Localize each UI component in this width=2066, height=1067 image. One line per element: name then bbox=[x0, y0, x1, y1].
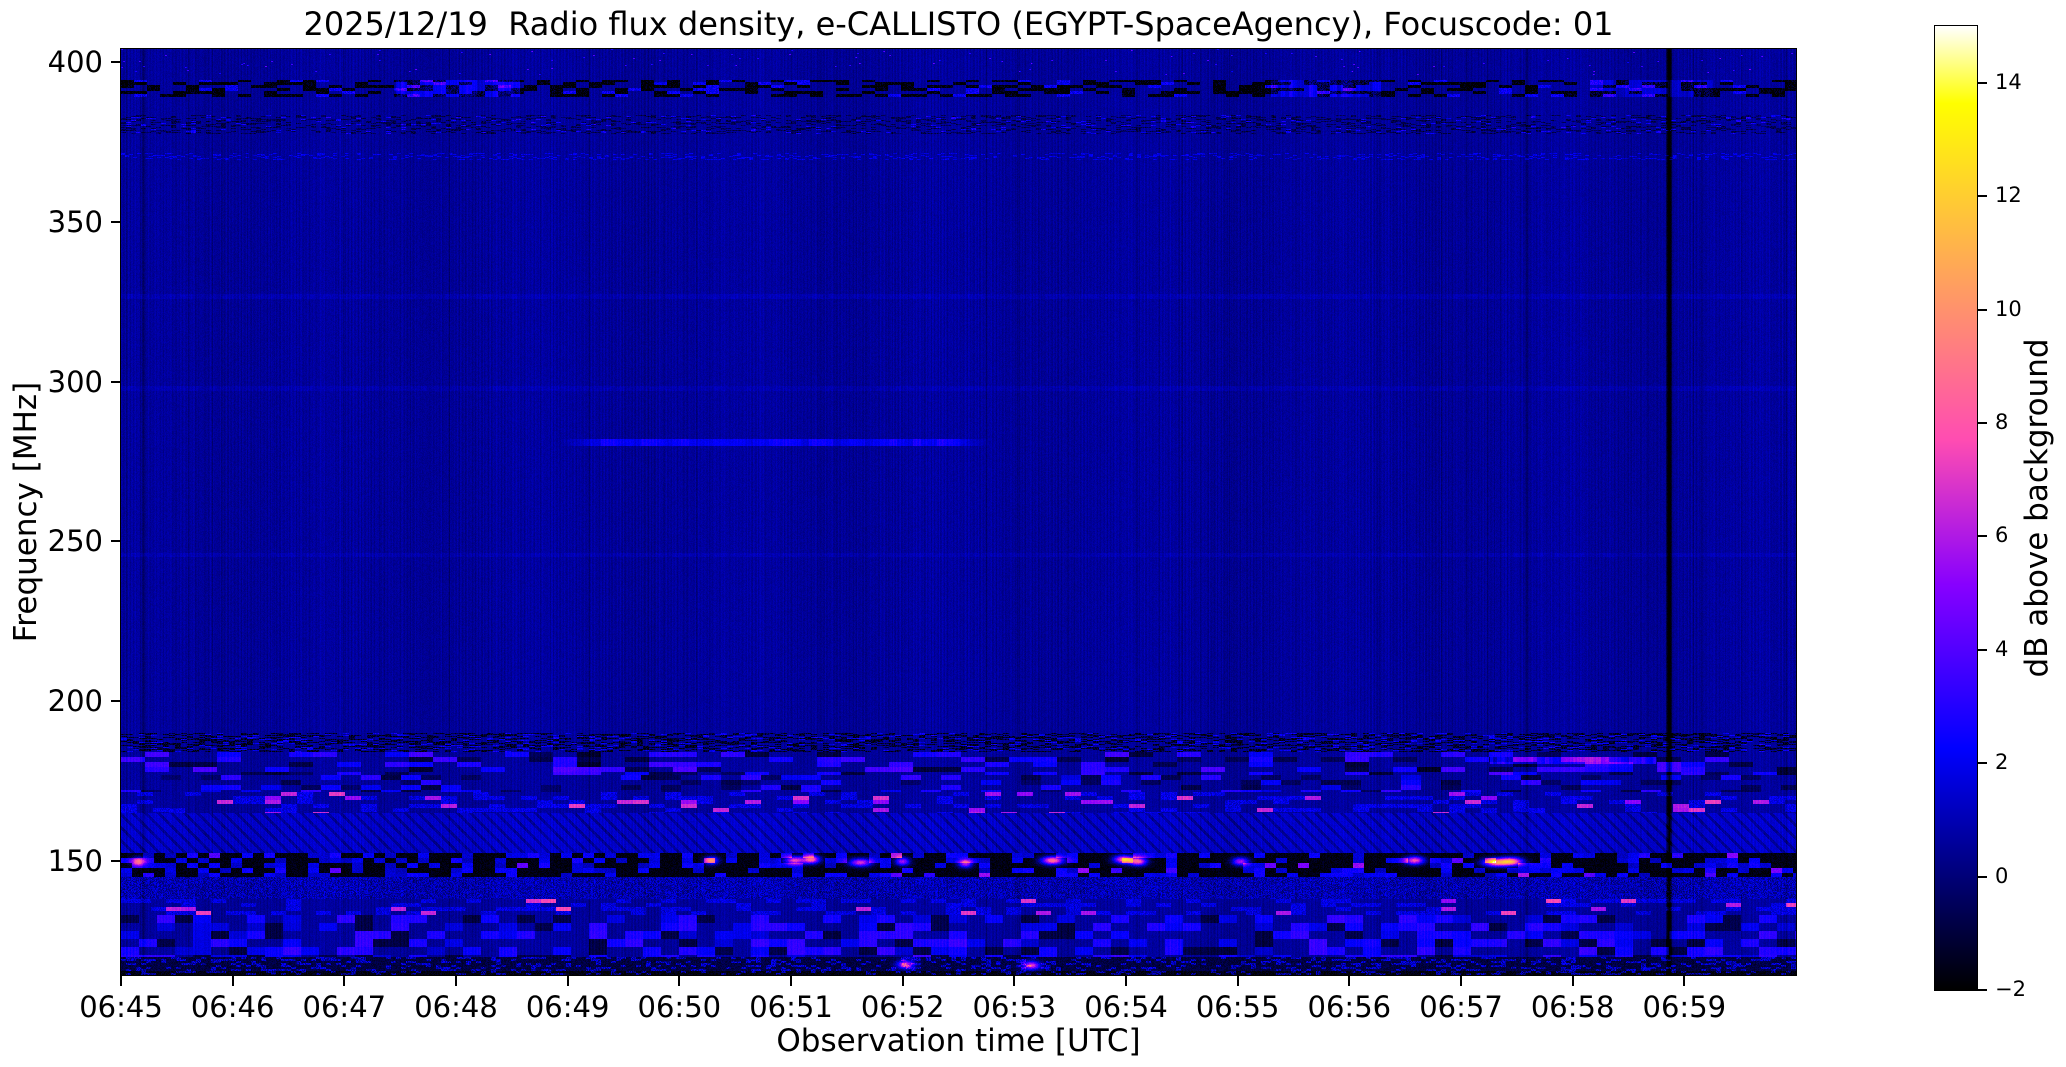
spectrogram-canvas bbox=[121, 49, 1796, 975]
colorbar-tick-mark bbox=[1978, 875, 1987, 878]
x-tick-mark bbox=[1460, 976, 1462, 986]
chart-title: 2025/12/19 Radio flux density, e-CALLIST… bbox=[303, 5, 1614, 43]
y-tick-label: 250 bbox=[47, 524, 103, 559]
y-tick-mark bbox=[111, 540, 121, 543]
x-tick-label: 06:56 bbox=[1307, 990, 1392, 1024]
colorbar-tick-label: 12 bbox=[1995, 183, 2022, 208]
colorbar-tick-mark bbox=[1978, 81, 1987, 84]
colorbar-tick-label: 10 bbox=[1995, 296, 2022, 321]
colorbar-tick-mark bbox=[1978, 195, 1987, 198]
y-tick-mark bbox=[111, 380, 121, 383]
x-tick-mark bbox=[1683, 976, 1686, 986]
y-tick-mark bbox=[111, 220, 121, 223]
x-tick-label: 06:57 bbox=[1419, 990, 1503, 1024]
y-tick-mark bbox=[111, 859, 121, 862]
x-tick-label: 06:52 bbox=[860, 990, 945, 1024]
x-tick-label: 06:59 bbox=[1642, 990, 1727, 1024]
y-tick-label: 300 bbox=[47, 364, 103, 399]
colorbar-canvas bbox=[1935, 26, 1977, 990]
x-tick-label: 06:47 bbox=[302, 990, 387, 1024]
y-tick-mark bbox=[111, 61, 121, 64]
x-tick-mark bbox=[678, 976, 681, 986]
colorbar-tick-label: 4 bbox=[1995, 636, 2009, 661]
y-tick-label: 350 bbox=[47, 204, 103, 239]
colorbar-tick-label: −2 bbox=[1995, 977, 2026, 1001]
x-tick-label: 06:54 bbox=[1084, 990, 1168, 1024]
x-tick-mark bbox=[120, 976, 122, 986]
colorbar-tick-mark bbox=[1978, 762, 1987, 765]
x-tick-mark bbox=[1571, 976, 1574, 986]
y-tick-mark bbox=[111, 700, 121, 703]
x-tick-label: 06:46 bbox=[190, 990, 275, 1024]
y-tick-label: 200 bbox=[47, 684, 103, 719]
colorbar-tick-mark bbox=[1978, 535, 1987, 538]
x-tick-mark bbox=[566, 976, 569, 986]
colorbar-tick-mark bbox=[1978, 308, 1987, 311]
x-tick-label: 06:48 bbox=[414, 990, 498, 1024]
colorbar-tick-mark bbox=[1978, 421, 1987, 424]
x-tick-mark bbox=[1125, 976, 1127, 986]
y-tick-label: 400 bbox=[47, 45, 103, 80]
x-tick-label: 06:45 bbox=[79, 990, 163, 1024]
x-tick-mark bbox=[1348, 976, 1351, 986]
colorbar-tick-label: 2 bbox=[1995, 750, 2009, 775]
colorbar-tick-mark bbox=[1978, 648, 1987, 651]
y-tick-label: 150 bbox=[47, 843, 103, 878]
colorbar-label: dB above background bbox=[2019, 338, 2055, 678]
y-axis-label: Frequency [MHz] bbox=[8, 381, 44, 643]
x-tick-label: 06:55 bbox=[1195, 990, 1280, 1024]
colorbar-tick-label: 14 bbox=[1995, 69, 2022, 94]
x-tick-mark bbox=[231, 976, 234, 986]
colorbar-tick-mark bbox=[1978, 989, 1987, 991]
x-tick-mark bbox=[901, 976, 904, 986]
colorbar-tick-label: 6 bbox=[1995, 523, 2009, 548]
x-tick-mark bbox=[455, 976, 457, 986]
colorbar-tick-label: 8 bbox=[1995, 409, 2009, 434]
colorbar-tick-label: 0 bbox=[1995, 863, 2009, 888]
x-tick-mark bbox=[343, 976, 346, 986]
x-axis-label: Observation time [UTC] bbox=[776, 1023, 1141, 1059]
x-tick-mark bbox=[1013, 976, 1016, 986]
x-tick-label: 06:58 bbox=[1530, 990, 1615, 1024]
x-tick-label: 06:49 bbox=[525, 990, 610, 1024]
x-tick-label: 06:51 bbox=[749, 990, 833, 1024]
x-tick-mark bbox=[1236, 976, 1239, 986]
x-tick-label: 06:50 bbox=[637, 990, 722, 1024]
x-tick-label: 06:53 bbox=[972, 990, 1057, 1024]
x-tick-mark bbox=[790, 976, 792, 986]
